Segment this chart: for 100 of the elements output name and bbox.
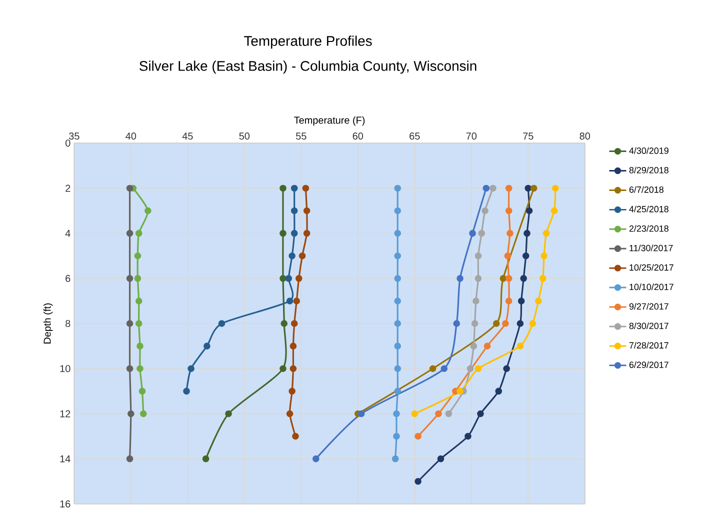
point bbox=[392, 455, 399, 462]
legend-label: 4/30/2019 bbox=[629, 147, 668, 154]
point bbox=[394, 298, 402, 304]
point bbox=[414, 432, 422, 440]
point bbox=[295, 274, 302, 282]
point bbox=[140, 410, 147, 418]
point bbox=[298, 252, 306, 260]
point bbox=[456, 274, 464, 282]
point bbox=[539, 274, 546, 282]
point bbox=[466, 365, 474, 372]
point bbox=[495, 388, 502, 395]
y-tick-label: 8 bbox=[66, 320, 70, 327]
point bbox=[188, 365, 194, 372]
point bbox=[456, 388, 464, 395]
y-tick-label: 14 bbox=[60, 455, 70, 462]
point bbox=[394, 388, 402, 395]
point bbox=[144, 207, 152, 214]
legend-label: 7/28/2017 bbox=[629, 342, 668, 348]
point bbox=[290, 342, 297, 350]
point bbox=[482, 207, 488, 214]
point bbox=[134, 274, 142, 282]
point bbox=[526, 207, 533, 214]
point bbox=[474, 365, 482, 372]
point bbox=[126, 230, 134, 237]
point bbox=[128, 410, 134, 418]
point bbox=[126, 365, 134, 372]
point bbox=[225, 410, 232, 418]
x-tick-label: 60 bbox=[352, 132, 364, 140]
point bbox=[312, 455, 320, 462]
legend-label: 8/29/2018 bbox=[629, 166, 668, 174]
point bbox=[285, 274, 292, 282]
point bbox=[202, 455, 210, 462]
point bbox=[520, 274, 527, 282]
point bbox=[429, 365, 436, 372]
point bbox=[445, 410, 452, 418]
point bbox=[440, 365, 448, 372]
x-tick-label: 65 bbox=[410, 132, 420, 140]
point bbox=[394, 252, 402, 260]
point bbox=[126, 184, 134, 192]
point bbox=[393, 432, 400, 440]
point bbox=[472, 298, 480, 304]
point bbox=[471, 320, 478, 327]
point bbox=[126, 320, 134, 327]
point bbox=[290, 230, 298, 237]
point bbox=[204, 342, 210, 350]
legend-label: 2/23/2018 bbox=[629, 225, 668, 232]
chart-subtitle: Silver Lake (East Basin) - Columbia County, Wisconsin bbox=[140, 60, 476, 74]
point bbox=[470, 342, 478, 350]
point bbox=[504, 252, 512, 260]
point bbox=[534, 298, 542, 304]
x-tick-label: 70 bbox=[466, 132, 477, 140]
point bbox=[524, 184, 532, 192]
point bbox=[286, 410, 294, 418]
point bbox=[280, 184, 286, 192]
point bbox=[394, 365, 402, 372]
point bbox=[516, 342, 524, 350]
point bbox=[280, 320, 288, 327]
point bbox=[394, 342, 402, 350]
point bbox=[136, 365, 144, 372]
x-tick-label: 50 bbox=[239, 132, 250, 140]
point bbox=[394, 207, 402, 214]
point bbox=[135, 298, 142, 304]
point bbox=[522, 252, 530, 260]
point bbox=[435, 410, 442, 418]
point bbox=[500, 274, 507, 282]
point bbox=[394, 184, 402, 192]
chart-title: Temperature Profiles bbox=[244, 36, 372, 49]
point bbox=[280, 274, 286, 282]
point bbox=[530, 184, 538, 192]
point bbox=[183, 388, 190, 395]
y-tick-label: 2 bbox=[66, 184, 70, 192]
point bbox=[484, 342, 491, 350]
x-tick-label: 35 bbox=[68, 132, 80, 140]
legend-label: 8/30/2017 bbox=[629, 322, 668, 330]
point bbox=[280, 230, 286, 237]
x-tick-label: 80 bbox=[580, 132, 590, 140]
legend-label: 6/7/2018 bbox=[629, 186, 664, 193]
point bbox=[529, 320, 536, 327]
point bbox=[293, 298, 300, 304]
point bbox=[358, 410, 365, 418]
point bbox=[477, 410, 484, 418]
point bbox=[503, 365, 510, 372]
point bbox=[394, 320, 402, 327]
point bbox=[506, 230, 514, 237]
point bbox=[474, 274, 482, 282]
point bbox=[135, 320, 142, 327]
point bbox=[516, 320, 524, 327]
y-tick-label: 0 bbox=[65, 140, 70, 147]
point bbox=[505, 274, 512, 282]
y-tick-label: 16 bbox=[60, 500, 70, 508]
point bbox=[136, 342, 144, 350]
x-tick-label: 45 bbox=[182, 132, 193, 140]
x-tick-label: 40 bbox=[126, 132, 136, 140]
point bbox=[286, 298, 294, 304]
point bbox=[518, 298, 525, 304]
point bbox=[135, 230, 142, 237]
point bbox=[550, 207, 558, 214]
x-tick-label: 75 bbox=[523, 132, 534, 140]
point bbox=[414, 478, 422, 485]
point bbox=[303, 207, 310, 214]
